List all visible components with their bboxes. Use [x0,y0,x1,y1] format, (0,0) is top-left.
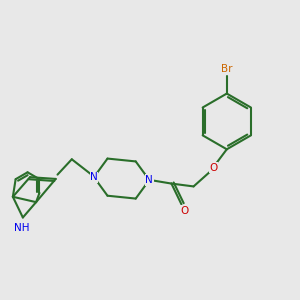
Text: O: O [209,163,217,173]
Text: N: N [146,175,153,185]
Text: N: N [90,172,98,182]
Text: NH: NH [14,223,30,232]
Text: O: O [180,206,188,216]
Text: Br: Br [221,64,232,74]
